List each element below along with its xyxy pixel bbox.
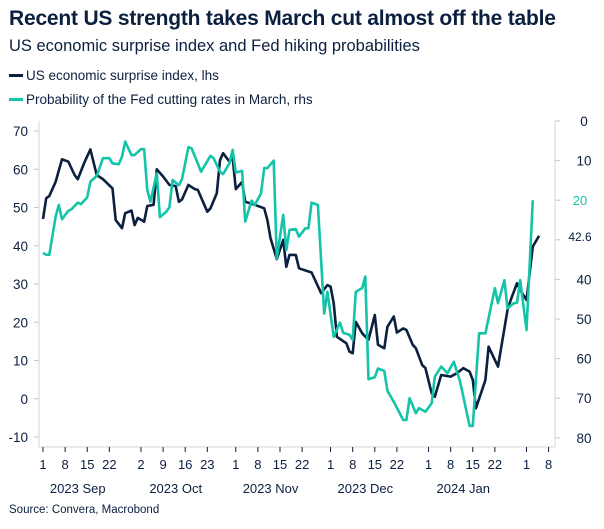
x-month-label: 2024 Jan [437,481,491,496]
x-tick-label: 15 [80,457,94,472]
legend-swatch-teal [9,98,23,101]
x-month-label: 2023 Dec [337,481,393,496]
x-tick-label: 8 [349,457,356,472]
x-tick-label: 1 [39,457,46,472]
right-tick-label: 50 [576,312,591,327]
left-tick-label: 0 [20,392,28,407]
end-value-label: 20 [573,193,587,208]
x-tick-label: 1 [232,457,239,472]
left-tick-label: 50 [13,201,28,216]
right-tick-label: 0 [580,114,588,129]
legend-item-fed-probability: Probability of the Fed cutting rates in … [9,92,313,107]
x-tick-label: 22 [295,457,309,472]
x-tick-label: 15 [466,457,480,472]
right-tick-label: 60 [576,352,591,367]
x-month-label: 2023 Oct [149,481,202,496]
x-tick-label: 8 [62,457,69,472]
left-tick-label: 60 [13,162,28,177]
x-tick-label: 1 [425,457,432,472]
left-tick-label: 70 [13,124,28,139]
legend-item-surprise-index: US economic surprise index, lhs [9,68,219,83]
right-tick-label: 40 [576,272,591,287]
x-tick-label: 9 [159,457,166,472]
x-tick-label: 8 [254,457,261,472]
left-tick-label: 30 [13,277,28,292]
x-tick-label: 8 [447,457,454,472]
x-tick-label: 16 [178,457,192,472]
chart-title: Recent US strength takes March cut almos… [9,7,556,30]
x-tick-label: 2 [137,457,144,472]
legend-swatch-navy [9,74,23,77]
x-tick-label: 8 [545,457,552,472]
right-tick-label: 10 [576,154,591,169]
x-tick-label: 22 [390,457,404,472]
x-month-label: 2023 Sep [50,481,106,496]
left-tick-label: 20 [13,315,28,330]
end-value-label: 42.6 [568,230,592,244]
series-line-fed-cut-probability [42,140,535,428]
left-tick-label: 40 [13,239,28,254]
x-tick-label: 23 [200,457,214,472]
x-tick-label: 15 [368,457,382,472]
x-tick-label: 15 [273,457,287,472]
source-note: Source: Convera, Macrobond [9,504,160,516]
legend-label: US economic surprise index, lhs [26,68,219,83]
x-tick-label: 1 [523,457,530,472]
right-tick-label: 70 [576,391,591,406]
legend-label: Probability of the Fed cutting rates in … [26,92,313,107]
x-tick-label: 1 [327,457,334,472]
left-tick-label: -10 [8,430,28,445]
x-tick-label: 22 [102,457,116,472]
right-tick-label: 80 [576,431,591,446]
left-tick-label: 10 [13,354,28,369]
x-tick-label: 22 [488,457,502,472]
chart-subtitle: US economic surprise index and Fed hikin… [9,37,420,55]
x-month-label: 2023 Nov [243,481,299,496]
series-line-surprise-index [41,148,541,410]
